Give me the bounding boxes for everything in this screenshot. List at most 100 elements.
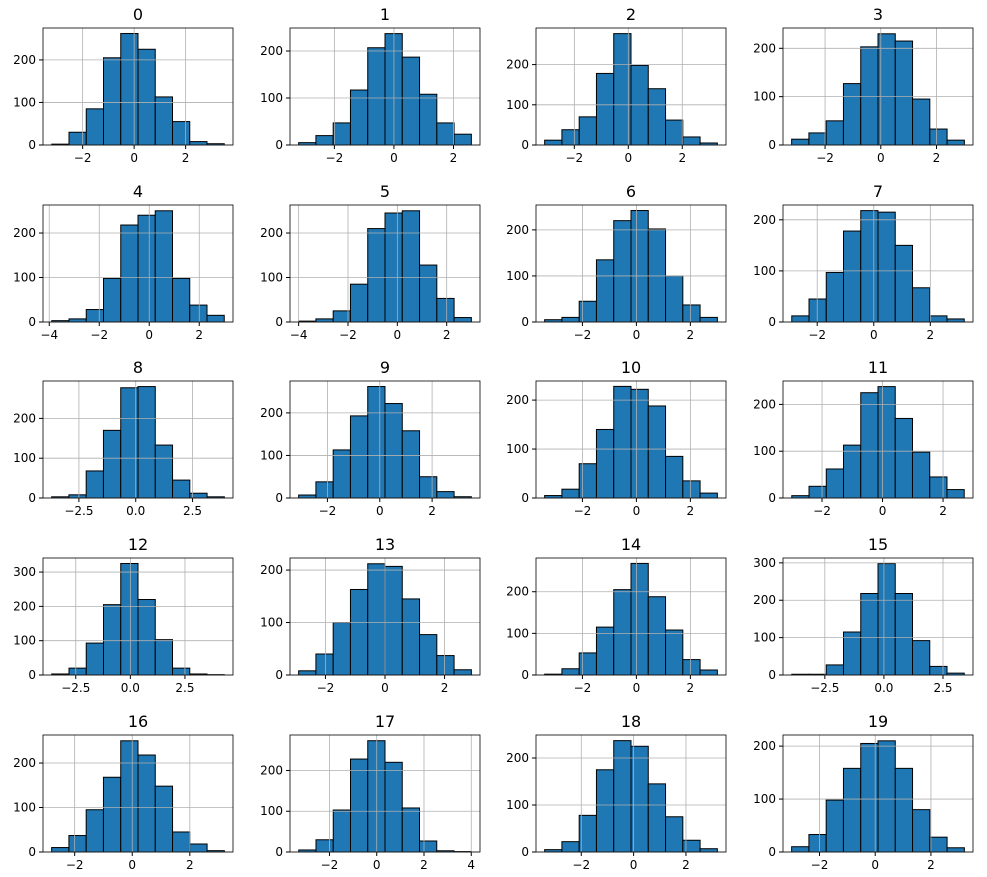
subplot: −2 0 2 4 0 100 200 17 (260, 712, 481, 872)
bar (367, 563, 386, 676)
bar (384, 212, 403, 323)
bar (613, 589, 632, 676)
bar (595, 72, 615, 146)
y-tick-label: 100 (260, 271, 283, 285)
x-tick-label: 2 (443, 328, 451, 342)
subplot: −2.5 0.0 2.5 0 100 200 300 15 (753, 535, 974, 695)
bar (682, 480, 701, 499)
bar (172, 831, 191, 853)
x-tick-label: 0 (633, 328, 641, 342)
y-tick-label: 100 (13, 95, 36, 109)
x-tick-label: 0 (633, 504, 641, 518)
bar (85, 309, 104, 323)
x-tick-label: −2 (574, 328, 592, 342)
bar (453, 669, 472, 676)
bar (171, 121, 191, 146)
y-tick-label: 0 (521, 668, 529, 682)
x-tick-label: 2 (450, 151, 458, 165)
x-tick-label: 0.0 (121, 681, 140, 695)
x-tick-label: 2 (939, 504, 947, 518)
x-tick-label: 0.0 (874, 681, 893, 695)
x-tick-label: −4 (40, 328, 58, 342)
y-tick-label: 100 (506, 98, 529, 112)
x-tick-label: −2 (808, 328, 826, 342)
bar (137, 599, 156, 676)
bar (172, 667, 191, 676)
bar (189, 843, 208, 853)
subplot: −2 0 2 0 100 200 1 (260, 5, 481, 165)
bar (894, 40, 914, 146)
bar (436, 655, 455, 676)
y-tick-label: 200 (260, 563, 283, 577)
y-tick-label: 200 (506, 585, 529, 599)
axes-frame (782, 557, 974, 676)
subplot-title: 1 (380, 5, 390, 24)
x-tick-label: −2 (319, 504, 337, 518)
bar (929, 476, 948, 499)
bar (682, 136, 701, 146)
bar (929, 128, 948, 146)
subplot: −2 0 2 0 100 200 10 (506, 358, 727, 518)
x-tick-label: 4 (467, 858, 475, 872)
bar (946, 318, 965, 323)
y-tick-label: 100 (13, 271, 36, 285)
bar (665, 816, 684, 853)
bar (808, 132, 827, 146)
subplot: −2 0 2 0 100 200 16 (13, 712, 234, 872)
x-tick-label: 2 (682, 858, 690, 872)
subplot: −2 0 2 0 100 200 19 (753, 712, 974, 872)
x-tick-label: 0 (145, 328, 153, 342)
subplot: −2 0 2 0 100 200 0 (13, 5, 234, 165)
x-tick-label: 2 (420, 858, 428, 872)
y-tick-label: 0 (28, 138, 36, 152)
bar (419, 264, 438, 323)
bar (825, 120, 844, 146)
bar (877, 386, 896, 499)
x-tick-label: 0 (871, 858, 879, 872)
subplot: −2.5 0.0 2.5 0 100 200 300 12 (13, 535, 234, 695)
x-tick-label: 0 (373, 858, 381, 872)
x-tick-label: −2 (321, 858, 339, 872)
y-tick-label: 200 (13, 411, 36, 425)
subplot: −2.5 0.0 2.5 0 100 200 8 (13, 358, 234, 518)
bar (137, 48, 156, 146)
bar (298, 494, 317, 499)
axes-frame (42, 734, 234, 853)
y-tick-label: 0 (768, 138, 776, 152)
bar (842, 631, 862, 676)
x-tick-label: 0 (394, 328, 402, 342)
bar (791, 315, 810, 323)
bar (349, 588, 369, 676)
subplot-title: 11 (868, 358, 888, 377)
subplot: −2 0 2 0 100 200 18 (506, 712, 727, 872)
bar (419, 93, 438, 146)
x-tick-label: 0 (130, 151, 138, 165)
subplot-title: 3 (873, 5, 883, 24)
bar (85, 809, 104, 853)
bar (85, 642, 104, 676)
bar (665, 275, 684, 323)
y-tick-label: 0 (521, 315, 529, 329)
y-tick-label: 0 (28, 668, 36, 682)
x-tick-label: 2 (687, 328, 695, 342)
bar (894, 244, 913, 323)
bar (332, 622, 351, 676)
y-tick-label: 100 (753, 90, 776, 104)
bar (103, 277, 122, 323)
y-tick-label: 0 (275, 315, 283, 329)
subplot-title: 8 (133, 358, 143, 377)
bar (946, 847, 965, 853)
bar (842, 767, 862, 853)
bar (665, 629, 684, 676)
x-tick-label: 2 (927, 858, 935, 872)
y-tick-label: 100 (506, 442, 529, 456)
y-tick-label: 0 (768, 315, 776, 329)
bar (825, 664, 844, 676)
bar (860, 392, 879, 499)
bar (68, 494, 87, 499)
bar (154, 444, 174, 499)
bar (453, 317, 472, 323)
bar (453, 133, 472, 146)
y-tick-label: 200 (260, 763, 283, 777)
bar (154, 210, 173, 323)
